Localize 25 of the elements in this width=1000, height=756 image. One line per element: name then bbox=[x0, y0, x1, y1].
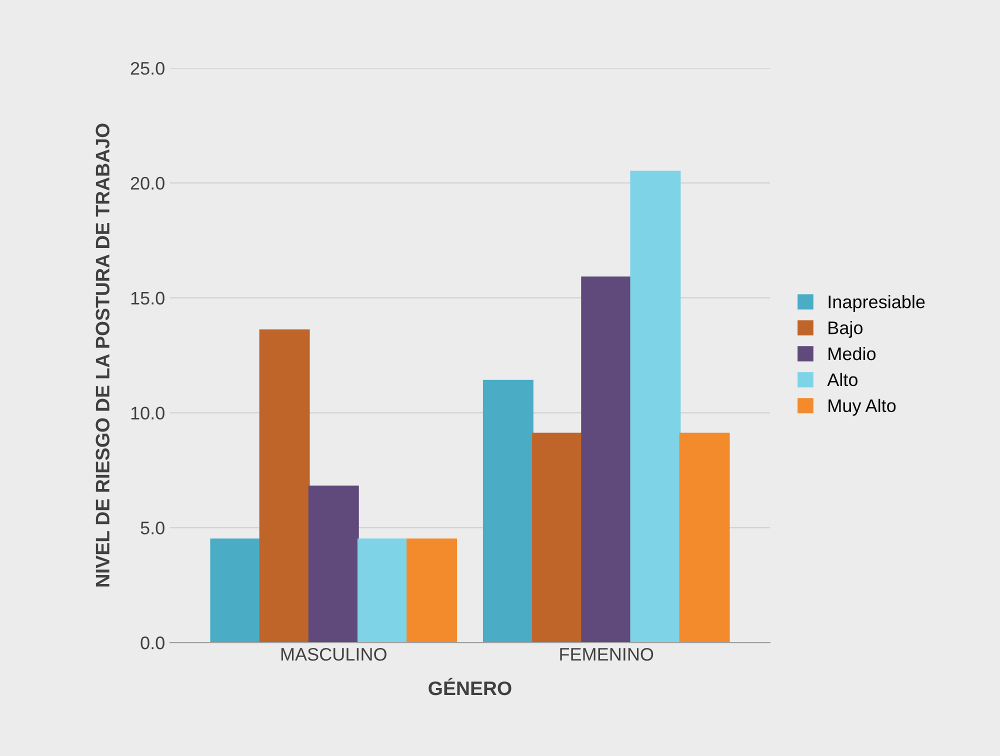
legend-label: Alto bbox=[827, 372, 858, 386]
y-tick-label: 10.0 bbox=[131, 406, 164, 420]
bar bbox=[406, 538, 458, 643]
bar bbox=[357, 538, 408, 643]
y-tick-label: 5.0 bbox=[140, 522, 164, 534]
y-tick-label: 20.0 bbox=[130, 176, 164, 190]
bar bbox=[532, 432, 583, 643]
legend-label: Medio bbox=[828, 346, 876, 360]
y-tick-label: 0.0 bbox=[140, 636, 164, 650]
bar bbox=[630, 170, 681, 643]
legend-label: Muy Alto bbox=[828, 398, 896, 416]
bar bbox=[210, 538, 261, 643]
y-axis-title: NIVEL DE RIESGO DE LA POSTURA DE TRABAJO bbox=[96, 124, 110, 586]
bar bbox=[308, 486, 359, 643]
bar bbox=[581, 276, 632, 643]
bar bbox=[259, 329, 310, 643]
bar bbox=[679, 432, 730, 643]
legend-label: Bajo bbox=[828, 320, 863, 338]
x-axis-title: GÉNERO bbox=[428, 678, 512, 696]
y-tick-label: 25.0 bbox=[130, 62, 164, 75]
legend-label: Inapresiable bbox=[828, 295, 925, 312]
y-tick-label: 15.0 bbox=[131, 292, 164, 305]
bar bbox=[482, 380, 534, 643]
x-tick-label: MASCULINO bbox=[281, 648, 386, 661]
x-tick-label: FEMENINO bbox=[560, 648, 654, 661]
